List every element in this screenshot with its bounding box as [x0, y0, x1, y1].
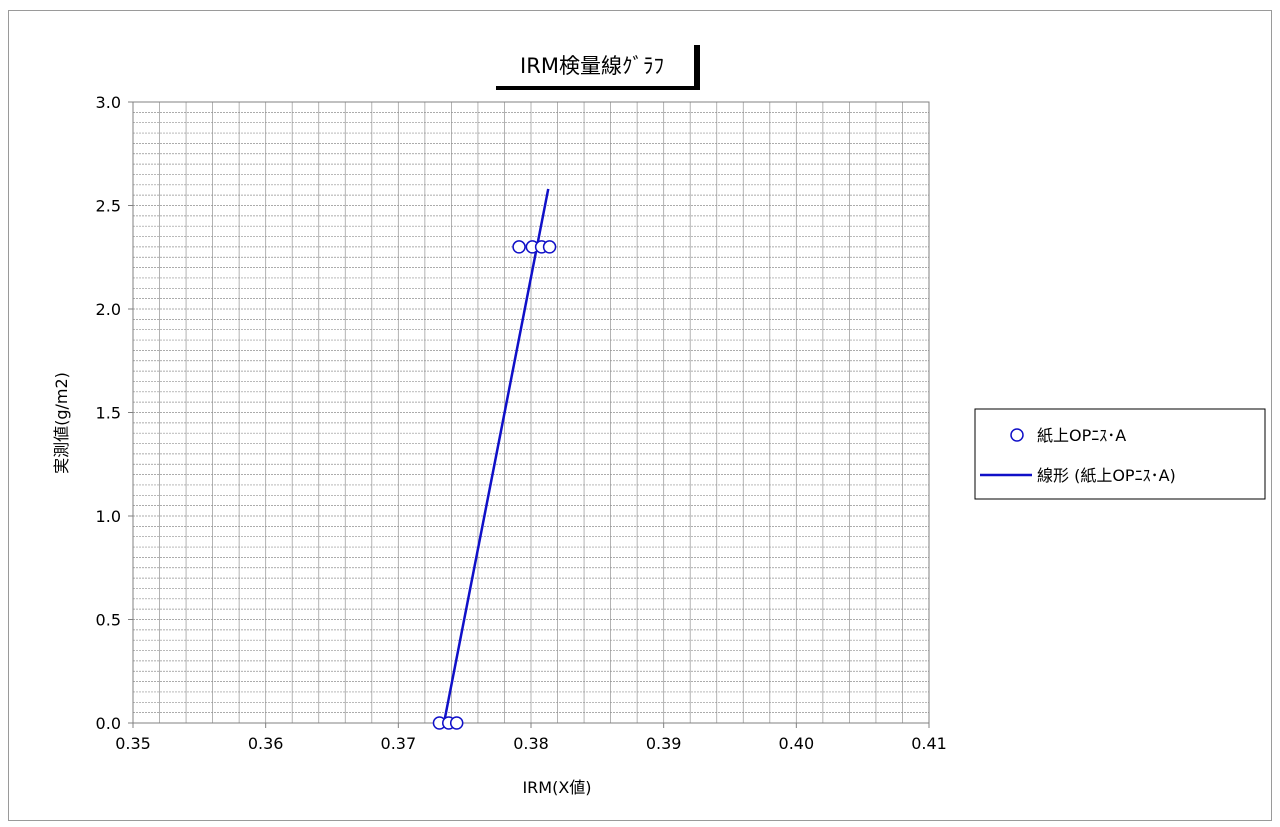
- legend-label-trendline: 線形 (紙上OPﾆｽ･A): [1037, 466, 1176, 485]
- y-tick-label: 0.5: [96, 611, 121, 630]
- chart-frame: 0.35 0.36 0.37 0.38 0.39 0.40 0.41 0.0 0.5 1.0 1.…: [8, 10, 1272, 821]
- x-tick-label: 0.41: [911, 734, 947, 753]
- x-tick-label: 0.39: [646, 734, 682, 753]
- data-point: [542, 240, 557, 254]
- legend: 紙上OPﾆｽ･A 線形 (紙上OPﾆｽ･A): [974, 408, 1266, 500]
- y-tick-label: 2.0: [96, 300, 121, 319]
- series-layer: [432, 188, 557, 730]
- chart-svg: 0.35 0.36 0.37 0.38 0.39 0.40 0.41 0.0 0.5 1.0 1.…: [52, 41, 1266, 797]
- chart-title: IRM検量線ｸﾞﾗﾌ: [520, 54, 664, 78]
- x-tick-label: 0.37: [381, 734, 417, 753]
- legend-box: [974, 408, 1266, 500]
- legend-label-points: 紙上OPﾆｽ･A: [1037, 426, 1126, 445]
- y-tick-label: 3.0: [96, 93, 121, 112]
- minor-grid: [133, 102, 929, 723]
- x-tick-label: 0.36: [248, 734, 284, 753]
- x-tick-label: 0.38: [513, 734, 549, 753]
- data-point: [449, 716, 464, 730]
- x-tick-label: 0.40: [779, 734, 815, 753]
- x-tick-label: 0.35: [115, 734, 151, 753]
- x-axis-label: IRM(X値): [522, 778, 591, 797]
- y-tick-label: 1.5: [96, 404, 121, 423]
- y-axis-label: 実測値(g/m2): [52, 372, 71, 474]
- y-axis-ticks: 0.0 0.5 1.0 1.5 2.0 2.5 3.0: [96, 93, 133, 733]
- y-tick-label: 0.0: [96, 714, 121, 733]
- y-tick-label: 2.5: [96, 197, 121, 216]
- y-tick-label: 1.0: [96, 507, 121, 526]
- x-axis-ticks: 0.35 0.36 0.37 0.38 0.39 0.40 0.41: [115, 723, 947, 753]
- title-box: [490, 41, 694, 86]
- trendline: [443, 188, 550, 720]
- data-point: [512, 240, 526, 254]
- legend-marker-circle: [1010, 428, 1024, 442]
